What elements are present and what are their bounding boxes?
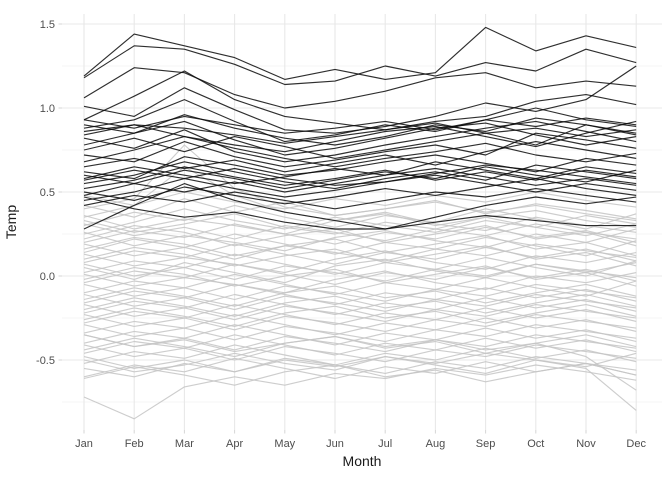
y-tick-label: 1.0 bbox=[40, 103, 55, 115]
series-line-black bbox=[83, 70, 637, 131]
series-line-gray bbox=[83, 144, 637, 222]
series-line-black bbox=[83, 166, 637, 190]
series-line-gray bbox=[83, 273, 637, 297]
axis-labels-layer: Jan Feb Mar Apr May Jun Jul Aug Sep Oct Nov Dec -0.5… bbox=[36, 19, 646, 450]
series-line-gray bbox=[83, 344, 637, 366]
x-tick-label: Aug bbox=[426, 438, 446, 450]
series-line-black bbox=[83, 67, 637, 109]
tick-marks-layer bbox=[58, 23, 637, 434]
series-line-black bbox=[83, 120, 637, 156]
series-line-gray bbox=[83, 283, 637, 307]
y-tick-label: 0.0 bbox=[40, 271, 55, 283]
series-line-black bbox=[83, 141, 637, 173]
series-line-gray bbox=[83, 304, 637, 322]
series-line-black bbox=[83, 188, 637, 210]
series-line-gray bbox=[83, 235, 637, 257]
series-line-black bbox=[83, 122, 637, 144]
series-line-black bbox=[83, 154, 637, 180]
y-tick-label: 0.5 bbox=[40, 187, 55, 199]
series-line-gray bbox=[83, 223, 637, 245]
series-line-gray bbox=[83, 362, 637, 386]
y-axis-title: Temp bbox=[3, 205, 19, 239]
series-line-black bbox=[83, 120, 637, 153]
series-line-gray bbox=[83, 283, 637, 302]
series-line-gray bbox=[83, 293, 637, 312]
series-line-gray bbox=[83, 352, 637, 374]
series-line-gray bbox=[83, 293, 637, 316]
x-tick-label: Sep bbox=[476, 438, 496, 450]
series-line-black bbox=[83, 45, 637, 86]
x-tick-label: Feb bbox=[125, 438, 144, 450]
series-line-gray bbox=[83, 213, 637, 237]
x-tick-label: Oct bbox=[527, 438, 544, 450]
x-tick-label: Apr bbox=[226, 438, 243, 450]
series-line-gray bbox=[83, 211, 637, 235]
series-line-gray bbox=[83, 334, 637, 353]
x-tick-label: Mar bbox=[175, 438, 194, 450]
series-line-gray bbox=[83, 243, 637, 262]
series-line-gray bbox=[83, 314, 637, 332]
series-line-black bbox=[83, 120, 637, 163]
series-line-gray bbox=[83, 258, 637, 284]
series-line-gray bbox=[83, 364, 637, 420]
series-line-gray bbox=[83, 191, 637, 210]
series-line-black bbox=[83, 136, 637, 168]
x-axis-title: Month bbox=[343, 453, 382, 469]
series-line-gray bbox=[83, 334, 637, 391]
series-line-gray bbox=[83, 223, 637, 242]
series-line-black bbox=[83, 167, 637, 196]
series-line-black bbox=[83, 183, 637, 230]
series-line-black bbox=[83, 178, 637, 205]
x-tick-label: Nov bbox=[576, 438, 596, 450]
series-line-gray bbox=[83, 263, 637, 285]
x-tick-label: Dec bbox=[626, 438, 646, 450]
series-line-black bbox=[83, 124, 637, 159]
series-line-gray bbox=[83, 265, 637, 287]
series-line-gray bbox=[83, 253, 637, 277]
series-line-black bbox=[83, 132, 637, 168]
x-tick-label: Jun bbox=[326, 438, 344, 450]
series-line-gray bbox=[83, 293, 637, 317]
series-line-gray bbox=[83, 324, 637, 346]
series-line-gray bbox=[83, 250, 637, 274]
series-line-gray bbox=[83, 314, 637, 336]
series-layer bbox=[83, 26, 637, 420]
y-tick-label: -0.5 bbox=[36, 355, 55, 367]
series-line-gray bbox=[83, 334, 637, 356]
series-line-black bbox=[83, 26, 637, 80]
y-tick-label: 1.5 bbox=[40, 19, 55, 31]
series-line-black bbox=[83, 196, 637, 230]
series-line-gray bbox=[83, 243, 637, 265]
series-line-black bbox=[83, 99, 637, 143]
x-tick-label: May bbox=[274, 438, 295, 450]
series-line-gray bbox=[83, 334, 637, 358]
series-line-gray bbox=[83, 356, 637, 374]
series-line-gray bbox=[83, 225, 637, 247]
x-tick-label: Jan bbox=[75, 438, 93, 450]
series-line-gray bbox=[83, 304, 637, 327]
series-line-gray bbox=[83, 270, 637, 294]
series-line-gray bbox=[83, 324, 637, 343]
series-line-gray bbox=[83, 304, 637, 326]
x-tick-label: Jul bbox=[378, 438, 392, 450]
series-line-black bbox=[83, 115, 637, 134]
series-line-gray bbox=[83, 228, 637, 252]
series-line-black bbox=[83, 174, 637, 201]
series-line-gray bbox=[83, 245, 637, 267]
series-line-gray bbox=[83, 283, 637, 306]
series-line-black bbox=[83, 164, 637, 186]
series-line-black bbox=[83, 166, 637, 190]
